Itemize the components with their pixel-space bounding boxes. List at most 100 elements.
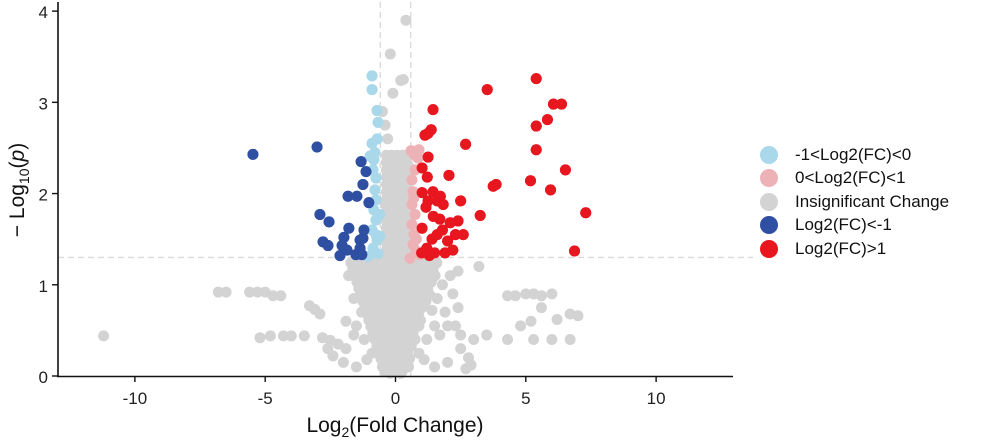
data-point: [343, 222, 355, 234]
data-point: [360, 166, 372, 178]
data-point: [421, 171, 433, 183]
data-point: [546, 334, 558, 346]
data-point: [358, 334, 370, 346]
data-point: [502, 334, 514, 346]
y-axis-title: − Log10(p): [6, 143, 32, 237]
legend-dot-icon: [760, 216, 778, 235]
data-point: [436, 224, 448, 236]
data-point: [535, 302, 547, 314]
data-point: [452, 302, 464, 314]
data-point: [423, 250, 435, 262]
data-point: [327, 350, 339, 362]
data-point: [408, 192, 420, 204]
data-point: [546, 288, 558, 300]
data-point: [351, 190, 363, 202]
data-point: [350, 361, 362, 373]
data-point: [277, 330, 289, 342]
x-axis-title: Log2(Fold Change): [306, 414, 483, 440]
data-point: [452, 265, 464, 277]
data-point: [410, 233, 422, 245]
data-point: [348, 329, 360, 341]
data-point: [334, 250, 346, 262]
data-point: [564, 334, 576, 346]
data-point: [551, 313, 563, 325]
data-point: [427, 210, 439, 222]
data-point: [457, 229, 469, 241]
data-point: [427, 104, 439, 116]
data-point: [439, 306, 451, 318]
data-point: [220, 286, 232, 298]
data-point: [314, 209, 326, 221]
data-point: [212, 286, 224, 298]
data-point: [429, 320, 441, 332]
data-point: [449, 320, 461, 332]
data-point: [525, 315, 537, 327]
x-tick-label: -10: [123, 389, 148, 408]
data-point: [366, 84, 378, 96]
data-point: [426, 304, 438, 316]
data-point: [404, 252, 416, 264]
data-point: [406, 219, 418, 231]
data-point: [384, 48, 396, 60]
data-point: [447, 244, 459, 256]
data-point: [413, 144, 425, 156]
data-point: [530, 73, 542, 85]
data-point: [442, 235, 454, 247]
legend-dot-icon: [760, 169, 778, 188]
data-point: [372, 116, 384, 128]
data-point: [314, 308, 326, 320]
data-point: [371, 105, 383, 117]
y-tick-label: 1: [39, 277, 48, 296]
data-point: [443, 169, 455, 181]
data-point: [416, 222, 428, 234]
data-point: [422, 195, 434, 207]
data-point: [434, 329, 446, 341]
data-point: [370, 229, 382, 241]
data-point: [264, 330, 276, 342]
data-point: [460, 138, 472, 150]
data-point: [342, 190, 354, 202]
data-point: [487, 180, 499, 192]
x-tick-label: 5: [521, 389, 530, 408]
data-point: [409, 209, 421, 221]
data-point: [369, 184, 381, 196]
x-axis-ticks: -10 -5 0 5 10: [123, 376, 666, 408]
legend-label: Log2(FC)>1: [795, 238, 887, 258]
data-point: [275, 290, 287, 302]
data-point: [429, 361, 441, 373]
data-point: [449, 229, 461, 241]
data-point: [444, 217, 456, 229]
data-point: [366, 70, 378, 82]
data-point: [525, 175, 536, 187]
data-point: [311, 141, 323, 153]
data-point: [338, 231, 350, 243]
data-point: [434, 190, 446, 202]
data-point: [418, 354, 430, 366]
data-point: [357, 178, 369, 190]
data-point: [244, 286, 256, 298]
data-point: [547, 98, 559, 110]
x-tick-label: -5: [258, 389, 273, 408]
data-point: [387, 87, 399, 99]
data-point: [455, 195, 467, 207]
data-point: [545, 184, 557, 196]
data-point: [528, 334, 540, 346]
data-point: [355, 156, 367, 168]
data-point: [350, 320, 362, 332]
legend-item-dark-blue: Log2(FC)<-1: [760, 214, 949, 238]
y-tick-label: 4: [39, 3, 48, 22]
data-point: [535, 290, 547, 302]
y-tick-label: 3: [39, 94, 48, 113]
data-point: [363, 197, 375, 209]
data-point: [322, 240, 334, 252]
data-point: [455, 343, 467, 355]
legend-item-red: Log2(FC)>1: [760, 237, 949, 261]
data-point: [481, 329, 493, 341]
y-tick-label: 0: [39, 368, 48, 387]
data-point: [354, 234, 366, 246]
data-point: [340, 315, 352, 327]
data-point: [421, 334, 433, 346]
data-point: [509, 290, 521, 302]
data-point: [406, 174, 418, 186]
